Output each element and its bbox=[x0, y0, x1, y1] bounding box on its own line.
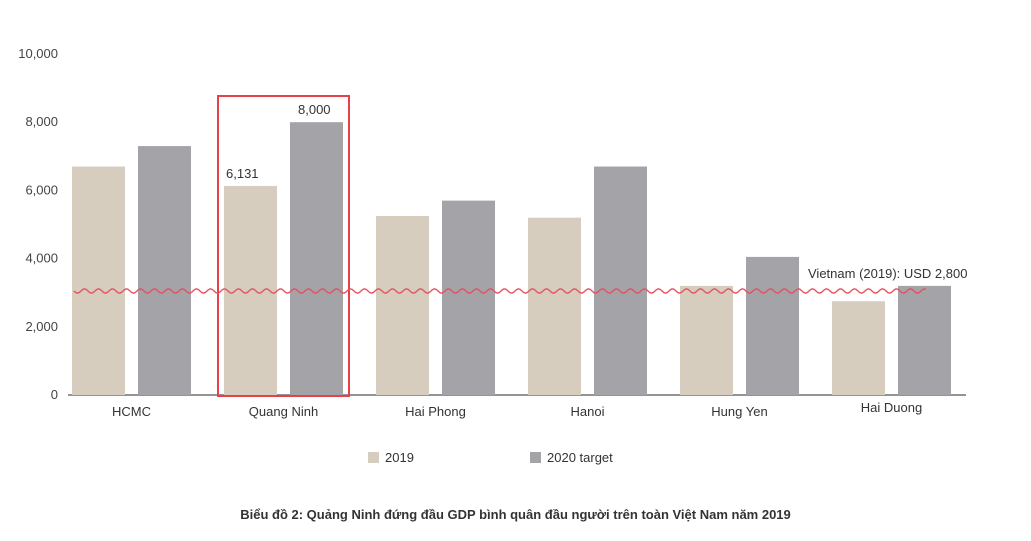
bar-2019-3 bbox=[528, 217, 581, 395]
x-category-label: Hai Phong bbox=[405, 404, 466, 419]
y-tick-label: 2,000 bbox=[25, 319, 58, 334]
bar-2020-target-1 bbox=[290, 122, 343, 395]
data-label: 6,131 bbox=[226, 166, 259, 181]
x-category-label: HCMC bbox=[112, 404, 151, 419]
bar-2019-2 bbox=[376, 215, 429, 395]
y-tick-label: 6,000 bbox=[25, 182, 58, 197]
bar-2020-target-3 bbox=[594, 166, 647, 395]
bar-2019-0 bbox=[72, 166, 125, 395]
x-category-label: Hung Yen bbox=[711, 404, 767, 419]
x-category-label: Hanoi bbox=[571, 404, 605, 419]
bar-2020-target-0 bbox=[138, 146, 191, 395]
bar-chart: 10,000 8,000 6,000 4,000 2,000 0 HCMC Quang Nin… bbox=[18, 46, 967, 465]
legend-swatch bbox=[368, 452, 379, 463]
legend-label: 2020 target bbox=[547, 450, 613, 465]
y-tick-label: 4,000 bbox=[25, 251, 58, 266]
highlight-box bbox=[217, 95, 350, 397]
bar-2020-target-2 bbox=[442, 200, 495, 395]
reference-line-label: Vietnam (2019): USD 2,800 bbox=[808, 266, 967, 281]
x-category-label: Quang Ninh bbox=[249, 404, 318, 419]
x-category-label: Hai Duong bbox=[861, 400, 922, 415]
reference-line bbox=[73, 288, 927, 294]
y-tick-label: 0 bbox=[51, 387, 58, 402]
y-tick-label: 10,000 bbox=[18, 46, 58, 61]
bar-2020-target-5 bbox=[898, 285, 951, 395]
bar-2019-4 bbox=[680, 285, 733, 395]
data-label: 8,000 bbox=[298, 102, 331, 117]
bar-2019-5 bbox=[832, 301, 885, 395]
legend-label: 2019 bbox=[385, 450, 414, 465]
y-tick-label: 8,000 bbox=[25, 114, 58, 129]
bar-2020-target-4 bbox=[746, 256, 799, 395]
chart-caption: Biểu đồ 2: Quảng Ninh đứng đầu GDP bình … bbox=[240, 507, 791, 522]
legend-swatch bbox=[530, 452, 541, 463]
